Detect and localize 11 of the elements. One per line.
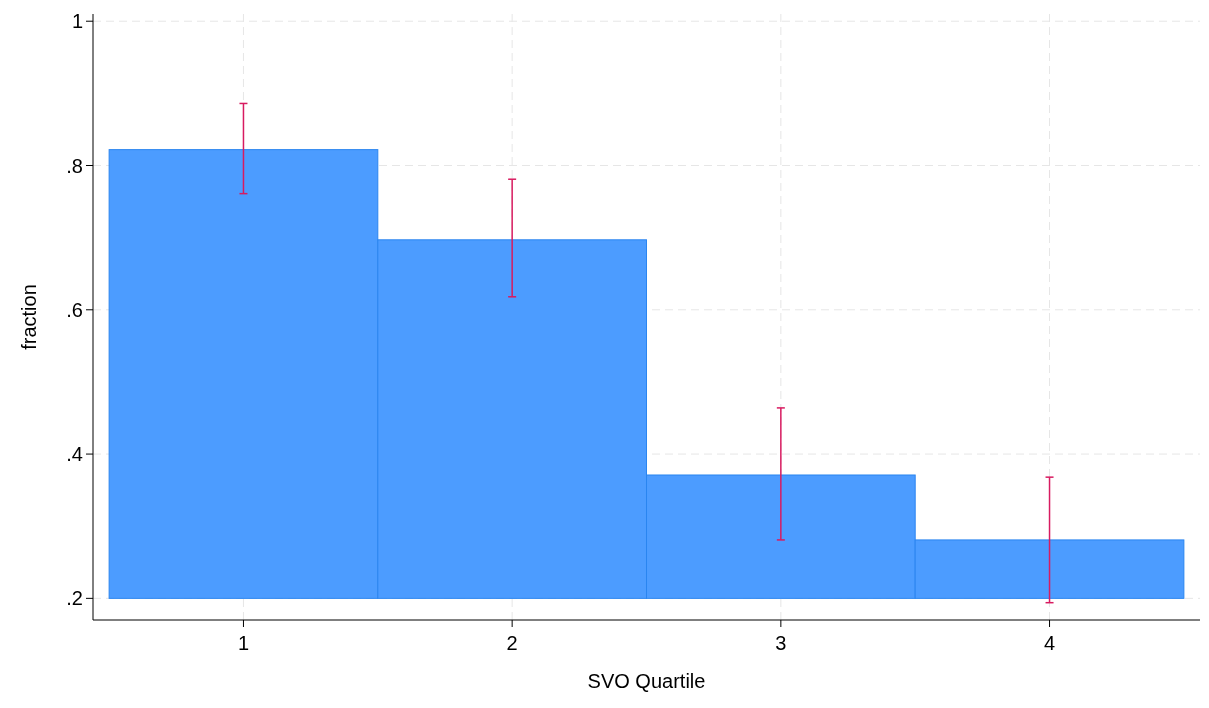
x-tick-label: 4 (1043, 632, 1056, 654)
y-tick-label: .2 (66, 587, 83, 610)
y-axis-title: fraction (18, 284, 40, 350)
y-tick-label: .4 (66, 443, 83, 466)
y-tick-label: 1 (71, 10, 83, 33)
x-tick-label: 3 (775, 632, 787, 654)
y-tick-label: .6 (66, 298, 83, 321)
x-tick-label: 2 (506, 632, 518, 654)
y-tick-label: .8 (66, 154, 83, 177)
x-axis-title: SVO Quartile (587, 670, 706, 692)
x-tick-label: 1 (237, 632, 250, 654)
